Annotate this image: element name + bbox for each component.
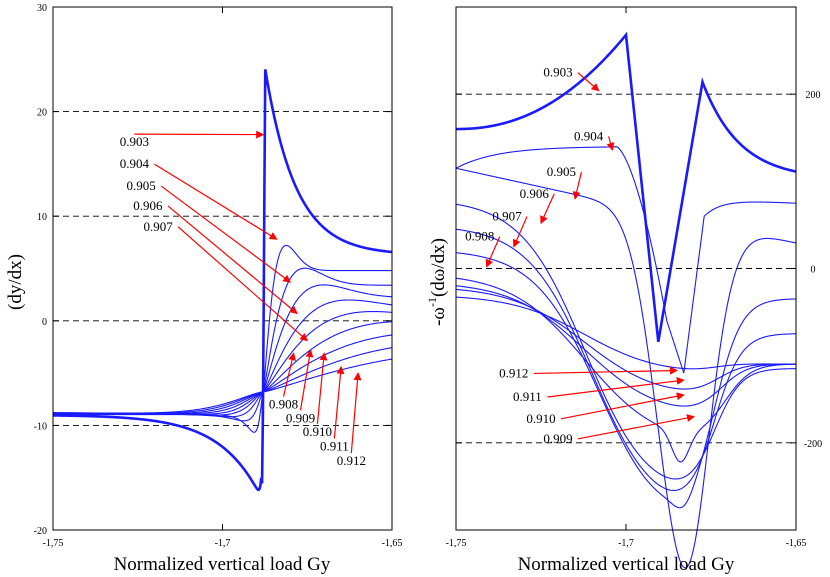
right-arrow-0.906 <box>540 193 555 225</box>
left-curve-label-0.912: 0.912 <box>337 453 366 468</box>
left-curve-0.912 <box>52 358 393 414</box>
left-curve-label-0.908: 0.908 <box>269 397 298 412</box>
left-curve-label-0.910: 0.910 <box>303 424 332 439</box>
left-dashed-reference-lines <box>53 111 392 426</box>
right-curve-label-0.909: 0.909 <box>543 431 572 446</box>
right-x-tick-label-0: -1,75 <box>446 538 467 549</box>
right-curve-0.909 <box>455 277 797 463</box>
right-chart-panel: 0.903 0.904 0.905 0.906 0.907 0.908 0.912 0.911… <box>425 6 822 575</box>
right-arrow-0.904 <box>606 136 615 151</box>
right-x-axis-title: Normalized vertical load Gy <box>518 554 735 575</box>
right-curve-label-0.907: 0.907 <box>492 209 522 224</box>
right-arrow-0.905 <box>572 171 582 200</box>
left-y-tick-label-3: 10 <box>37 212 47 223</box>
left-y-tick-label-4: 20 <box>37 108 47 119</box>
right-curve-0.912 <box>455 296 796 370</box>
left-x-tick-label-1: -1,7 <box>215 538 231 549</box>
left-curve-0.911 <box>53 347 393 414</box>
right-arrow-0.907 <box>512 216 528 248</box>
left-axis-ticks: -1,75 -1,7 -1,65 -20 -10 0 10 20 30 <box>34 3 403 549</box>
left-arrow-0.906 <box>167 205 298 315</box>
right-curve-label-0.908: 0.908 <box>465 229 494 244</box>
right-curve-0.910 <box>455 285 796 407</box>
right-dashed-reference-lines <box>456 93 796 444</box>
right-curve-label-0.904: 0.904 <box>574 128 604 143</box>
left-curve-0.906 <box>53 284 393 418</box>
left-label-arrows: 0.903 0.904 0.905 0.906 0.907 0.9080.9090.910… <box>120 130 366 468</box>
left-curve-0.903 <box>52 69 393 492</box>
left-y-tick-label-2: 0 <box>42 317 47 328</box>
left-arrow-0.904 <box>154 163 278 240</box>
left-y-tick-label-1: -10 <box>34 421 47 432</box>
left-arrow-0.911 <box>333 365 345 439</box>
left-arrow-0.907 <box>177 226 309 342</box>
right-curve-0.905 <box>455 167 797 569</box>
left-x-axis-title: Normalized vertical load Gy <box>114 554 331 575</box>
right-arrow-0.910 <box>560 392 685 420</box>
right-x-tick-label-2: -1,65 <box>786 538 807 549</box>
right-arrow-0.909 <box>577 414 695 440</box>
right-curve-0.908 <box>455 252 797 509</box>
right-axis-ticks: -1,75 -1,7 -1,65 -200 0 200 <box>446 7 822 549</box>
right-curve-label-0.903: 0.903 <box>543 65 572 80</box>
left-curve-0.910 <box>53 334 393 415</box>
right-y-tick-label-2: 200 <box>806 90 821 101</box>
left-arrow-0.909 <box>299 349 314 411</box>
right-label-arrows: 0.903 0.904 0.905 0.906 0.907 0.908 0.912 0.911… <box>465 65 695 446</box>
left-x-tick-label-0: -1,75 <box>43 538 64 549</box>
right-y-axis-title-sup: -1 <box>425 297 439 307</box>
right-curves <box>455 31 797 569</box>
right-arrow-0.911 <box>547 376 685 398</box>
left-curve-label-0.907: 0.907 <box>143 219 173 234</box>
right-y-axis-title: -ω-1(dω/dx) <box>425 238 449 326</box>
right-x-tick-label-1: -1,7 <box>618 538 634 549</box>
left-curve-0.908 <box>53 310 393 415</box>
left-y-tick-label-5: 30 <box>37 3 47 14</box>
right-curve-label-0.910: 0.910 <box>526 411 555 426</box>
right-y-tick-label-0: -200 <box>804 439 822 450</box>
right-curve-0.907 <box>455 228 797 492</box>
right-arrow-0.908 <box>485 236 501 268</box>
left-y-axis-title: (dy/dx) <box>5 254 26 310</box>
right-curve-0.911 <box>455 288 796 390</box>
right-curve-label-0.905: 0.905 <box>547 164 576 179</box>
left-curves <box>52 69 393 492</box>
right-arrow-0.903 <box>577 72 600 92</box>
left-curve-label-0.903: 0.903 <box>120 134 149 149</box>
left-curve-0.905 <box>53 267 392 422</box>
left-x-tick-label-2: -1,65 <box>382 538 403 549</box>
left-curve-label-0.909: 0.909 <box>286 410 315 425</box>
left-curve-label-0.905: 0.905 <box>127 178 156 193</box>
right-y-axis-title-rest: (dω/dx) <box>428 238 449 297</box>
left-y-tick-label-0: -20 <box>34 526 47 537</box>
left-arrow-0.912 <box>350 372 362 454</box>
right-y-tick-label-1: 0 <box>811 265 816 276</box>
left-arrow-0.910 <box>316 352 328 424</box>
right-curve-0.904 <box>455 145 797 374</box>
right-arrow-0.912 <box>533 366 678 375</box>
left-curve-label-0.911: 0.911 <box>320 439 349 454</box>
left-chart-panel: 0.903 0.904 0.905 0.906 0.907 0.9080.9090.910… <box>5 3 402 575</box>
left-arrow-0.908 <box>282 352 296 397</box>
right-curve-0.906 <box>455 203 797 480</box>
left-curve-label-0.904: 0.904 <box>120 156 150 171</box>
left-curve-0.907 <box>53 299 393 416</box>
right-curve-label-0.911: 0.911 <box>513 389 542 404</box>
right-y-axis-title-main: -ω <box>428 307 449 326</box>
right-curve-0.903 <box>456 31 797 342</box>
left-curve-label-0.906: 0.906 <box>133 198 163 213</box>
left-arrow-0.905 <box>160 185 292 283</box>
right-curve-label-0.912: 0.912 <box>499 365 528 380</box>
right-curve-label-0.906: 0.906 <box>520 186 550 201</box>
